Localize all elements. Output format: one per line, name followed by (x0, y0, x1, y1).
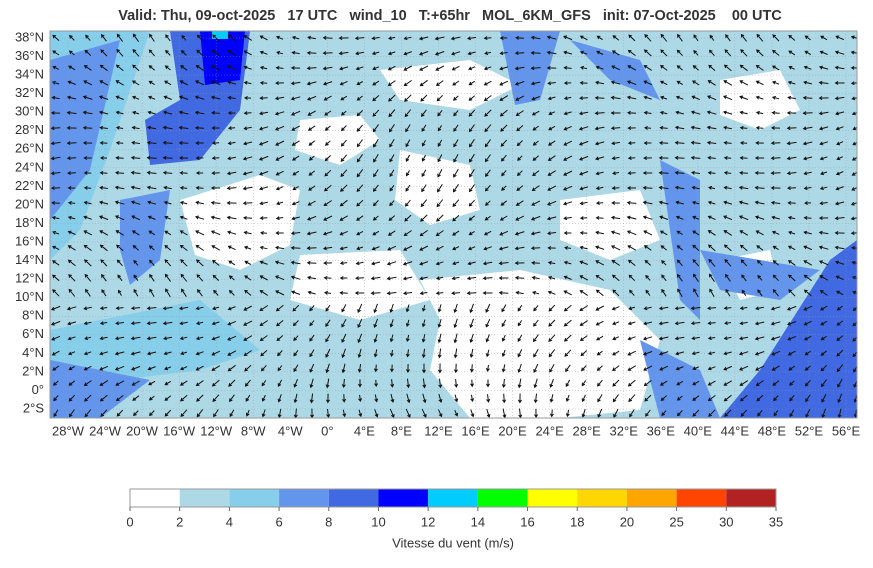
lon-label: 0° (321, 423, 333, 438)
lat-label: 2°N (22, 363, 44, 378)
colorbar-tick-label: 20 (620, 514, 634, 529)
lat-label: 36°N (15, 48, 44, 63)
colorbar-tick-label: 25 (669, 514, 683, 529)
lat-label: 22°N (15, 178, 44, 193)
lon-label: 24°W (89, 423, 122, 438)
lon-label: 8°E (391, 423, 412, 438)
colorbar-tick-label: 35 (769, 514, 783, 529)
lon-label: 32°E (610, 423, 639, 438)
colorbar-tick-label: 12 (421, 514, 435, 529)
colorbar-tick-label: 14 (471, 514, 485, 529)
colorbar-bin (179, 489, 230, 507)
lat-label: 30°N (15, 104, 44, 119)
colorbar-tick-label: 2 (176, 514, 183, 529)
lon-label: 20°E (498, 423, 527, 438)
lat-label: 24°N (15, 159, 44, 174)
colorbar-tick-label: 10 (371, 514, 385, 529)
title: Valid: Thu, 09-oct-2025 17 UTC wind_10 T… (118, 8, 782, 24)
colorbar-bin (229, 489, 280, 507)
colorbar-frame (129, 488, 777, 508)
colorbar-bin (279, 489, 329, 507)
lon-label: 16°W (163, 423, 196, 438)
lat-label: 26°N (15, 141, 44, 156)
lon-label: 44°E (721, 423, 750, 438)
lat-label: 6°N (22, 326, 44, 341)
lat-label: 32°N (15, 85, 44, 100)
lon-labels: 28°W 24°W 20°W 16°W 12°W 8°W 4°W 0° 4°E 8°E 12°E 16… (52, 423, 860, 438)
lon-label: 4°E (354, 423, 375, 438)
colorbar-tick-label: 30 (719, 514, 733, 529)
lat-label: 28°N (15, 122, 44, 137)
colorbar-bin (130, 489, 180, 507)
lon-label: 36°E (647, 423, 676, 438)
colorbar-tick-label: 8 (325, 514, 332, 529)
lon-label: 56°E (832, 423, 861, 438)
lon-label: 40°E (684, 423, 713, 438)
colorbar-bin (726, 489, 776, 507)
lat-label: 0° (32, 382, 44, 397)
colorbar-bin (527, 489, 578, 507)
lon-label: 16°E (461, 423, 490, 438)
colorbar-label: Vitesse du vent (m/s) (392, 535, 514, 550)
map (50, 31, 857, 418)
lon-label: 28°W (52, 423, 85, 438)
colorbar-bin (676, 489, 727, 507)
colorbar-bin (378, 489, 429, 507)
colorbar-bin (477, 489, 528, 507)
colorbar-tick-label: 6 (275, 514, 282, 529)
lat-label: 12°N (15, 271, 44, 286)
lat-label: 18°N (15, 215, 44, 230)
lon-label: 20°W (126, 423, 159, 438)
lat-label: 20°N (15, 196, 44, 211)
lon-label: 4°W (278, 423, 303, 438)
lon-label: 8°W (241, 423, 266, 438)
colorbar-tick-label: 18 (570, 514, 584, 529)
lat-label: 14°N (15, 252, 44, 267)
colorbar-bin (626, 489, 677, 507)
lat-label: 34°N (15, 67, 44, 82)
lon-label: 52°E (795, 423, 824, 438)
lat-labels: 38°N 36°N 34°N 32°N 30°N 28°N 26°N 24°N 22°N 20°N… (15, 29, 44, 415)
map-frame (49, 30, 858, 419)
lon-label: 28°E (572, 423, 601, 438)
colorbar-bin (428, 489, 478, 507)
colorbar-tick-label: 0 (126, 514, 133, 529)
lon-label: 48°E (758, 423, 787, 438)
colorbar-tick-label: 4 (226, 514, 233, 529)
lat-label: 38°N (15, 29, 44, 44)
lon-label: 24°E (535, 423, 564, 438)
colorbar-bin (577, 489, 627, 507)
lat-label: 16°N (15, 233, 44, 248)
colorbar-tick-label: 16 (520, 514, 534, 529)
colorbar: 0 2 4 6 8 10 12 14 16 18 20 25 30 35 (126, 488, 783, 529)
lat-label: 8°N (22, 308, 44, 323)
colorbar-bin (328, 489, 379, 507)
lat-label: 10°N (15, 289, 44, 304)
lon-label: 12°E (424, 423, 453, 438)
strong-wind-areas (50, 31, 857, 418)
lat-label: 2°S (23, 400, 44, 415)
lon-label: 12°W (200, 423, 233, 438)
wind-arrows (50, 33, 857, 418)
lat-label: 4°N (22, 345, 44, 360)
